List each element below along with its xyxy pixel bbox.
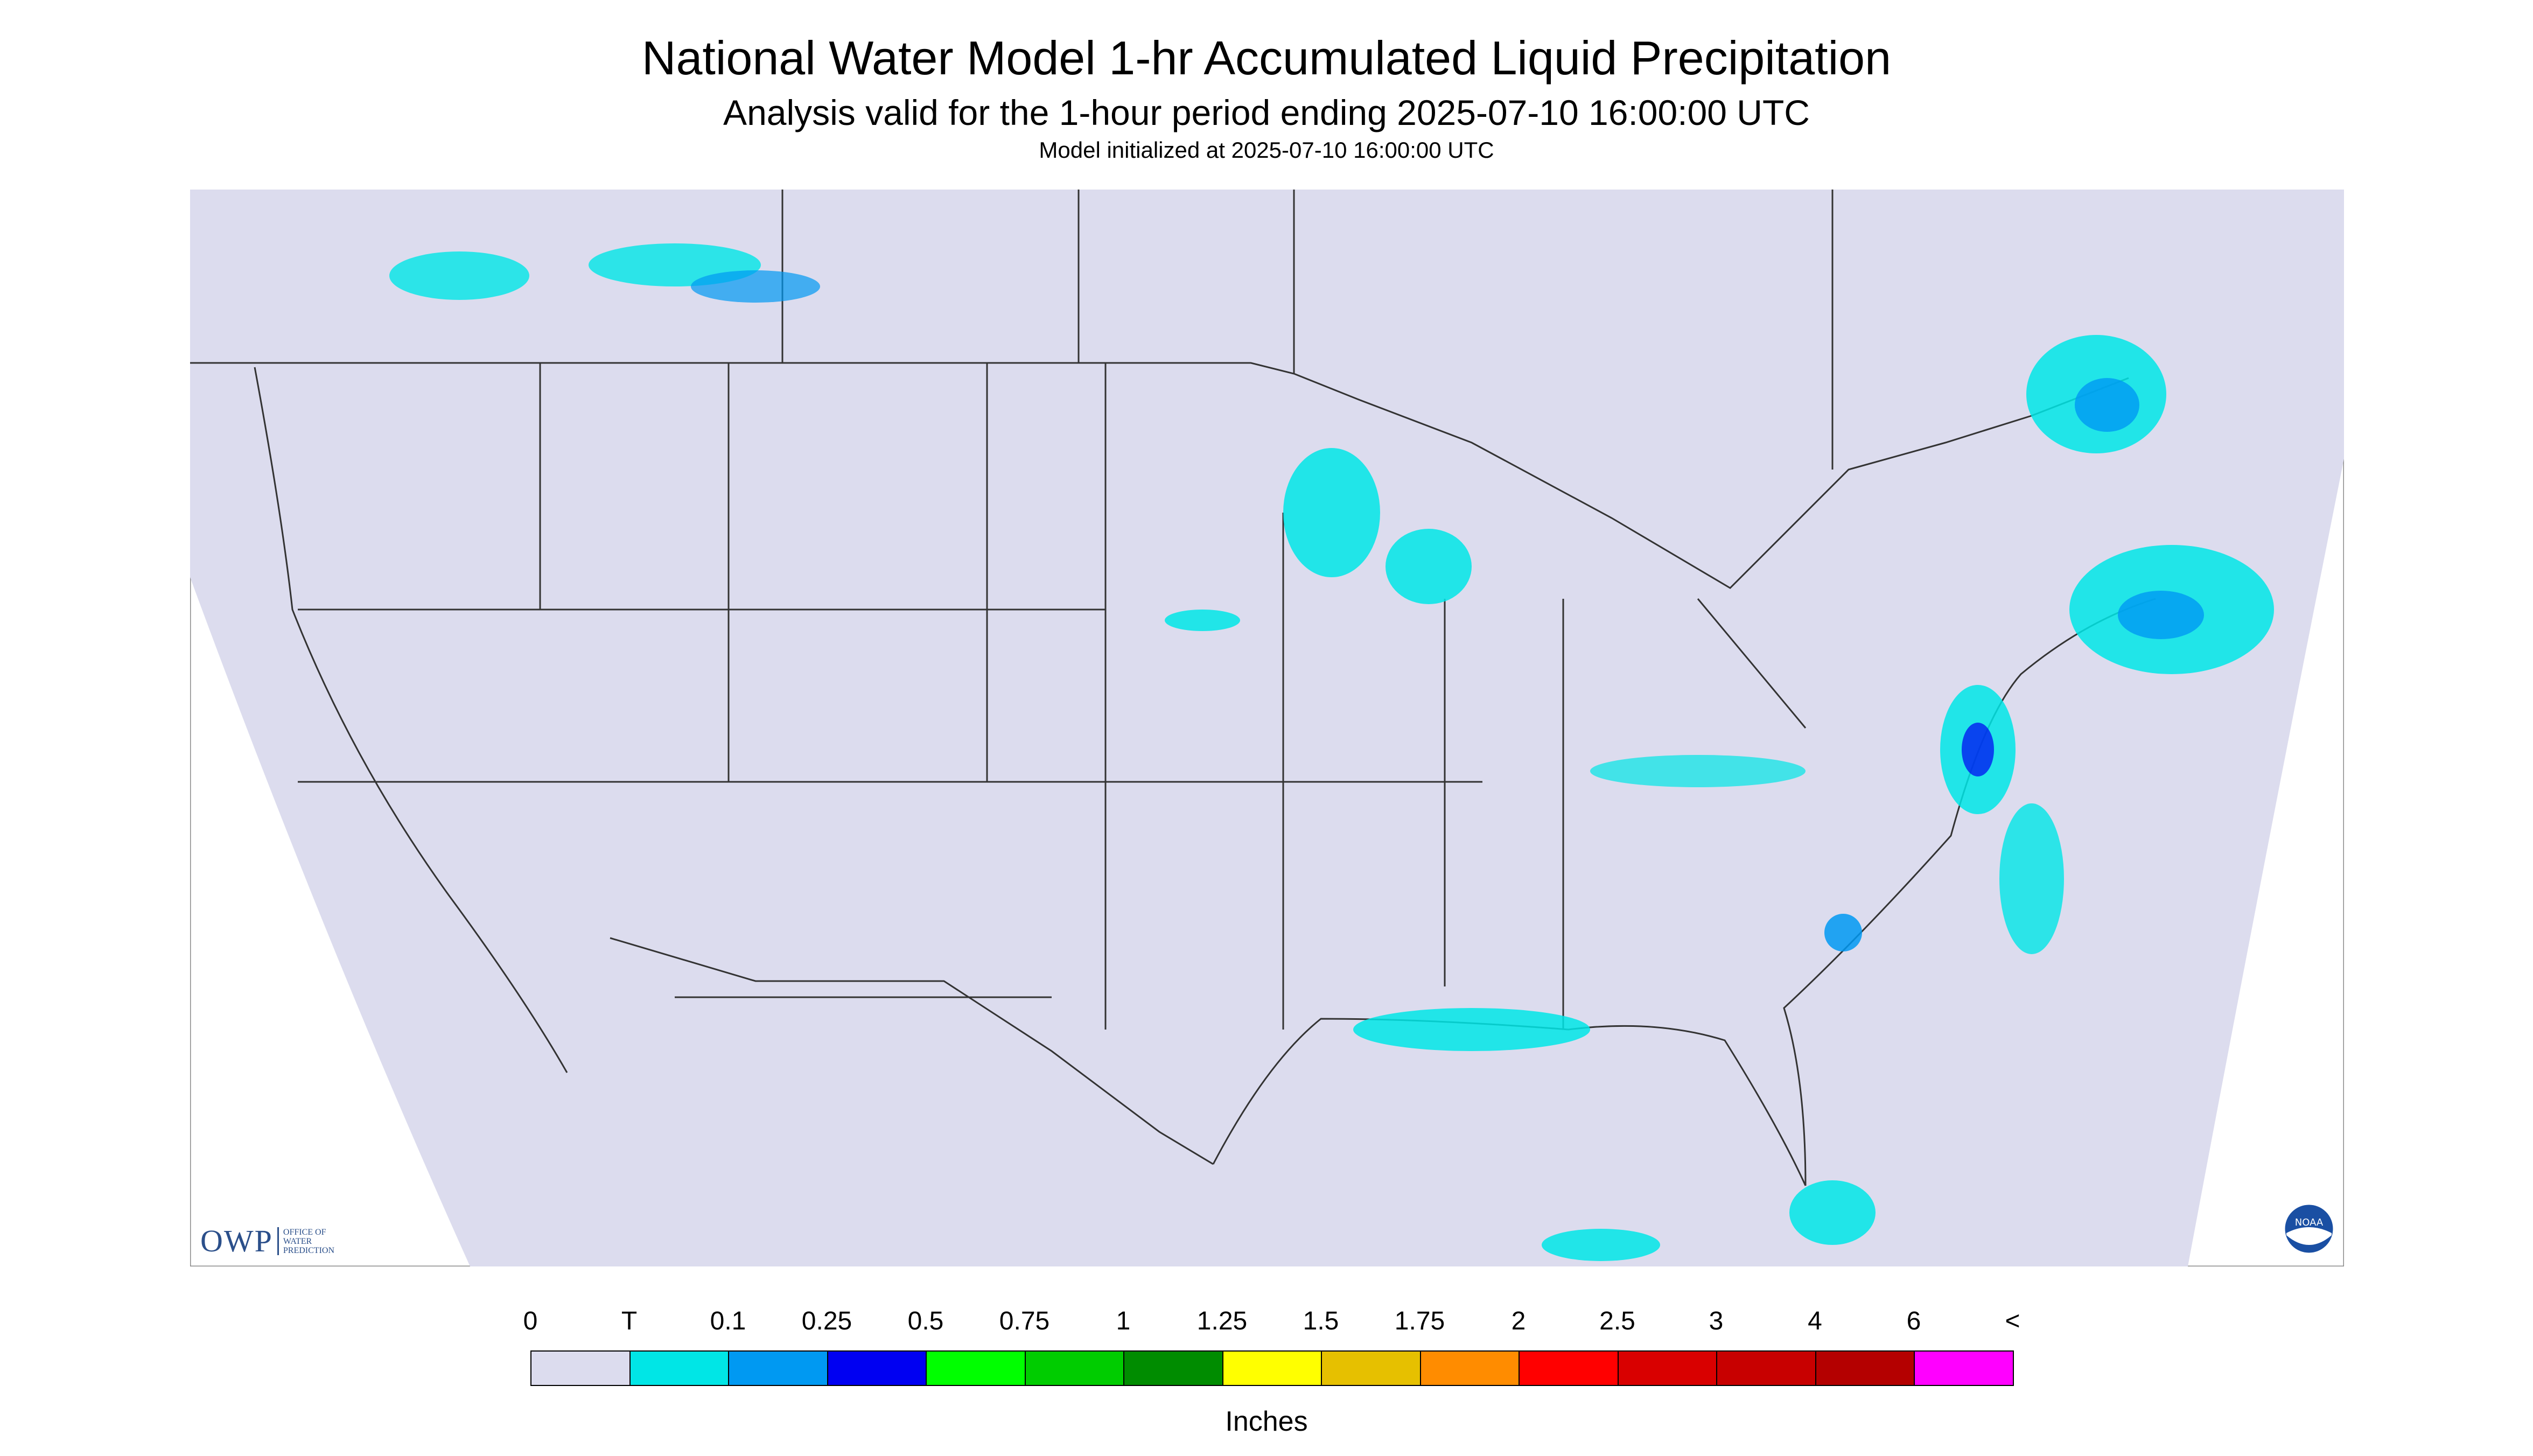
mexico-border bbox=[610, 937, 1214, 1165]
owp-logo: OWP OFFICE OF WATER PREDICTION bbox=[200, 1226, 334, 1257]
legend-swatch bbox=[728, 1350, 828, 1386]
legend-tick-label: 6 bbox=[1906, 1307, 1921, 1335]
legend-swatch bbox=[1419, 1350, 1520, 1386]
legend-tick-label: 0.25 bbox=[801, 1307, 852, 1335]
legend-tick-label: 2 bbox=[1511, 1307, 1526, 1335]
legend-tick-label: 1.75 bbox=[1394, 1307, 1445, 1335]
state-line-3 bbox=[1444, 598, 1807, 1030]
east-coast bbox=[1783, 598, 2156, 1186]
legend-tick-label: 4 bbox=[1808, 1307, 1822, 1335]
legend-tick-label: 1 bbox=[1116, 1307, 1131, 1335]
legend-tick-label: 0.75 bbox=[999, 1307, 1050, 1335]
legend-units: Inches bbox=[1225, 1406, 1308, 1437]
legend-swatch bbox=[827, 1350, 927, 1386]
legend-swatch bbox=[1321, 1350, 1421, 1386]
political-boundaries bbox=[190, 190, 2156, 1186]
legend-tick-label: 0.1 bbox=[710, 1307, 746, 1335]
precip-area-nebraska bbox=[1165, 610, 1240, 631]
legend-tick-label: 0 bbox=[523, 1307, 538, 1335]
precipitation-areas bbox=[389, 243, 2274, 1261]
legend-tick-label: T bbox=[621, 1307, 638, 1335]
precip-area-quebec-core bbox=[2075, 378, 2139, 432]
legend-tick-label: < bbox=[2005, 1307, 2020, 1335]
legend-tick-label: 1.25 bbox=[1196, 1307, 1248, 1335]
legend-swatch bbox=[1123, 1350, 1223, 1386]
legend-swatch bbox=[1716, 1350, 1816, 1386]
precip-area-florida bbox=[1789, 1180, 1876, 1245]
precip-area-carolinas bbox=[1824, 914, 1862, 951]
legend-swatch bbox=[1024, 1350, 1124, 1386]
noaa-logo-text: NOAA bbox=[2295, 1217, 2324, 1228]
precip-area-wisconsin bbox=[1386, 529, 1472, 604]
legend-swatch bbox=[1914, 1350, 2014, 1386]
model-init-time: Model initialized at 2025-07-10 16:00:00… bbox=[1039, 137, 1494, 163]
legend-swatch bbox=[1519, 1350, 1619, 1386]
precip-area-atlantic bbox=[1999, 803, 2064, 954]
precipitation-map bbox=[190, 190, 2344, 1266]
owp-logo-divider bbox=[277, 1227, 279, 1255]
legend-swatch bbox=[1617, 1350, 1717, 1386]
precip-area-kentucky bbox=[1590, 755, 1806, 787]
legend-tick-label: 3 bbox=[1709, 1307, 1724, 1335]
map-title: National Water Model 1-hr Accumulated Li… bbox=[641, 31, 1892, 85]
state-line-2 bbox=[298, 608, 1482, 998]
legend-swatch bbox=[629, 1350, 729, 1386]
west-coast bbox=[254, 367, 568, 1073]
noaa-logo-icon: NOAA bbox=[2283, 1203, 2335, 1255]
legend-swatch bbox=[530, 1350, 631, 1386]
precip-area-new-england-core bbox=[2118, 591, 2204, 639]
legend-tick-label: 1.5 bbox=[1303, 1307, 1339, 1335]
legend-tick-label: 2.5 bbox=[1599, 1307, 1635, 1335]
map-subtitle: Analysis valid for the 1-hour period end… bbox=[723, 93, 1810, 132]
precip-area-mexico bbox=[1542, 1229, 1660, 1261]
precip-area-gulf bbox=[1353, 1008, 1590, 1051]
model-domain bbox=[190, 190, 2344, 1266]
canada-border bbox=[190, 362, 2129, 589]
legend-swatch bbox=[1815, 1350, 1915, 1386]
precip-area-canada-3 bbox=[691, 270, 820, 303]
owp-logo-mark: OWP bbox=[200, 1223, 273, 1258]
owp-logo-subtext: OFFICE OF WATER PREDICTION bbox=[283, 1227, 334, 1255]
legend-tick-label: 0.5 bbox=[907, 1307, 944, 1335]
precip-area-midatlantic-core bbox=[1962, 723, 1994, 776]
legend-swatch bbox=[1222, 1350, 1322, 1386]
precip-area-canada-1 bbox=[389, 251, 529, 300]
legend-swatch bbox=[926, 1350, 1026, 1386]
precip-area-minnesota bbox=[1283, 448, 1380, 577]
state-line-1 bbox=[539, 363, 1284, 1030]
